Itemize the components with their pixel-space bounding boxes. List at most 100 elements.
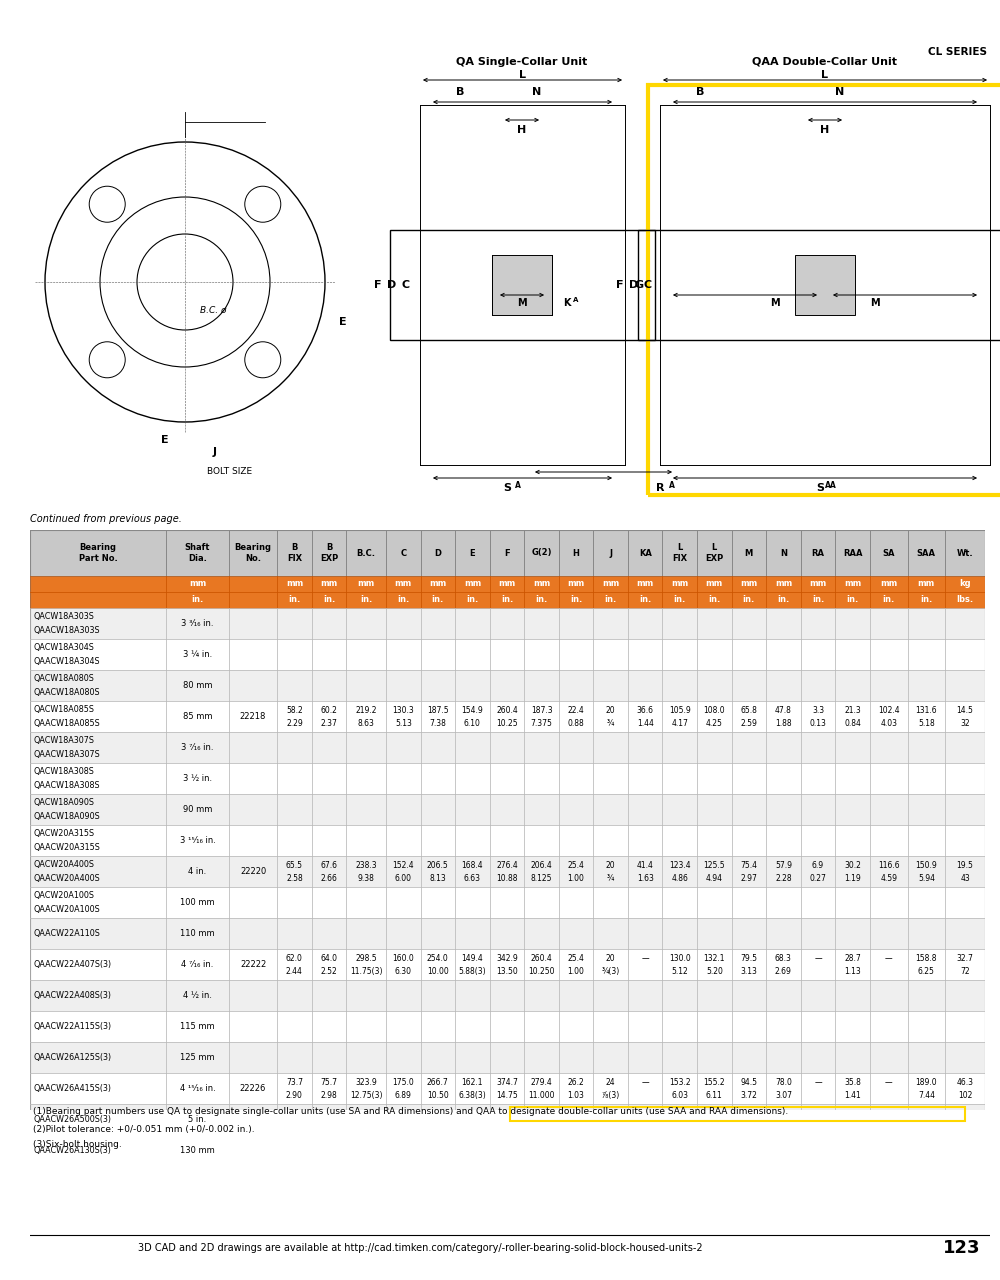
Text: in.: in. [708,595,720,604]
Bar [346,608,386,639]
Bar [697,980,732,1011]
Bar [386,763,421,794]
Text: 116.6: 116.6 [878,860,899,870]
Bar [945,1103,985,1135]
Text: in.: in. [535,595,548,604]
Text: QAACW22A407S(3): QAACW22A407S(3) [33,960,111,969]
Text: 110 mm: 110 mm [180,929,215,938]
Bar [835,887,870,918]
Text: QACW18A308S: QACW18A308S [33,767,94,776]
Bar [30,1073,166,1103]
Bar [229,639,277,669]
Bar [908,1011,945,1042]
Text: 1.03: 1.03 [568,1091,585,1100]
Text: ¾: ¾ [607,874,614,883]
Bar [628,1103,662,1135]
Bar [421,918,455,948]
Bar [455,948,490,980]
Text: 10.250: 10.250 [528,966,555,975]
Bar [455,794,490,826]
Text: B: B [696,87,704,97]
Bar [628,576,662,591]
Text: N: N [780,549,787,558]
Text: J: J [213,447,217,457]
Bar [908,980,945,1011]
Text: 4.59: 4.59 [880,874,897,883]
Bar [766,732,801,763]
Text: 4 ½ in.: 4 ½ in. [183,991,212,1000]
Bar [801,1042,835,1073]
Bar [490,980,524,1011]
Text: 5.20: 5.20 [706,966,723,975]
Bar [524,669,559,701]
Bar [229,608,277,639]
Text: QAACW22A110S: QAACW22A110S [33,929,100,938]
Bar [648,84,1000,495]
Bar [229,1135,277,1166]
Bar [346,732,386,763]
Bar [662,794,697,826]
Text: mm: mm [740,580,757,589]
Text: in.: in. [288,595,301,604]
Bar [277,1073,312,1103]
Bar [628,1042,662,1073]
Bar [277,530,312,576]
Text: 20: 20 [606,705,615,714]
Bar [732,732,766,763]
Bar [945,826,985,856]
Bar [559,887,593,918]
Text: QAACW26A415S(3): QAACW26A415S(3) [33,1084,111,1093]
Text: 2.37: 2.37 [321,719,337,728]
Text: in.: in. [777,595,790,604]
Bar [30,639,166,669]
Bar [593,639,628,669]
Text: QAACW26A125S(3): QAACW26A125S(3) [33,1053,111,1062]
Bar [421,887,455,918]
Text: 175.0: 175.0 [392,1078,414,1087]
Text: QAACW18A080S: QAACW18A080S [33,687,100,696]
Text: 254.0: 254.0 [427,954,449,963]
Bar [390,230,655,340]
Bar [421,826,455,856]
Bar [166,887,229,918]
Bar [945,701,985,732]
Text: QAACW18A090S: QAACW18A090S [33,812,100,820]
Text: 2.44: 2.44 [286,966,303,975]
Bar [593,794,628,826]
Text: 11.75(3): 11.75(3) [350,966,382,975]
Text: 0.13: 0.13 [810,719,826,728]
Bar [766,763,801,794]
Bar [766,701,801,732]
Text: in.: in. [812,595,824,604]
Text: 75.4: 75.4 [740,860,757,870]
Bar [908,948,945,980]
Bar [593,669,628,701]
Bar [593,576,628,591]
Text: E: E [339,317,347,326]
Bar [559,608,593,639]
Bar [870,639,908,669]
Text: mm: mm [358,580,375,589]
Text: 20: 20 [606,860,615,870]
Text: in.: in. [846,595,859,604]
Text: R: R [656,483,664,493]
Text: 2.66: 2.66 [321,874,337,883]
Text: in.: in. [743,595,755,604]
Text: 60.2: 60.2 [321,705,337,714]
Bar [870,948,908,980]
Text: B: B [456,87,464,97]
Bar [697,856,732,887]
Bar [277,701,312,732]
Bar [166,794,229,826]
Text: A: A [515,480,521,489]
Bar [166,732,229,763]
Text: 64.0: 64.0 [320,954,337,963]
Text: 3 ¹⁵⁄₁₆ in.: 3 ¹⁵⁄₁₆ in. [180,836,215,845]
Text: 36.6: 36.6 [637,705,654,714]
Bar [662,732,697,763]
Bar [229,918,277,948]
Text: in.: in. [397,595,409,604]
Text: 3D CAD and 2D drawings are available at http://cad.timken.com/category/-roller-b: 3D CAD and 2D drawings are available at … [138,1243,702,1253]
Text: 149.4: 149.4 [462,954,483,963]
Bar [945,1073,985,1103]
